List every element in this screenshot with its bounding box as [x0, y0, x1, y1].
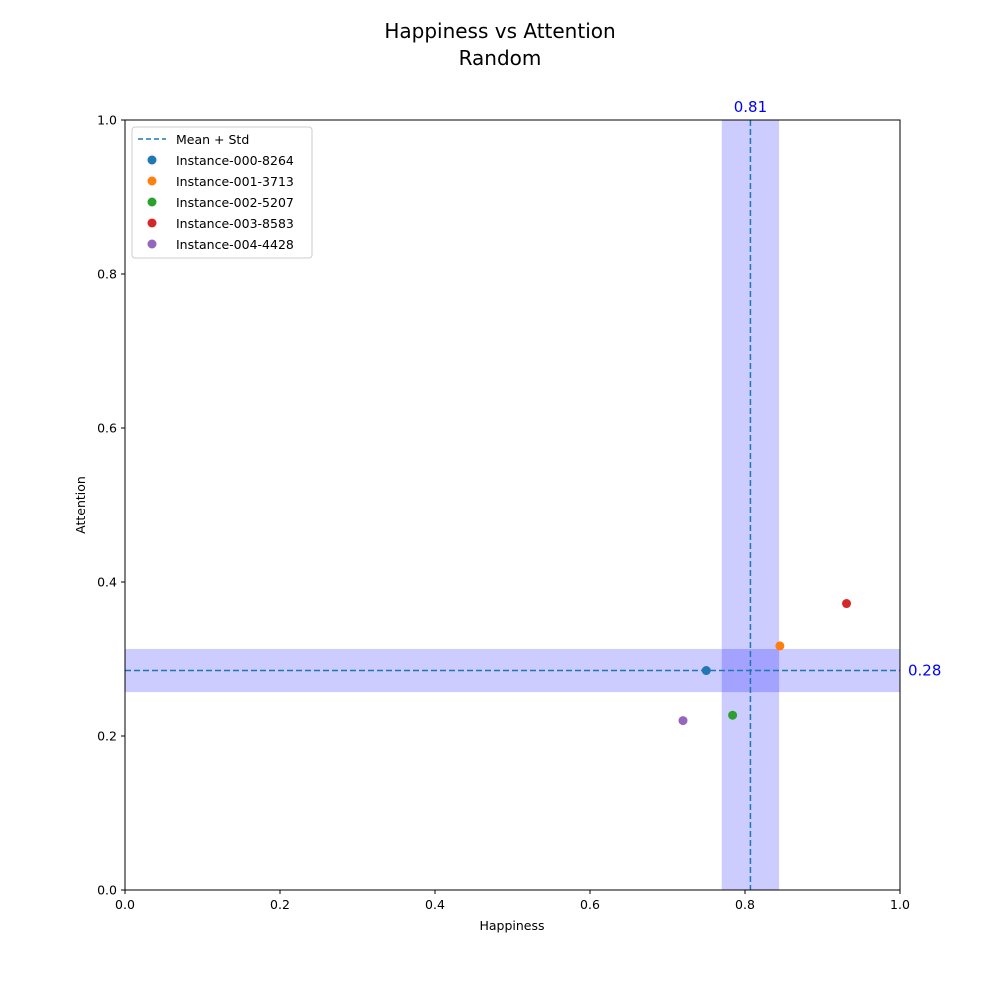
legend-label-mean: Mean + Std [176, 132, 249, 147]
y-tick-label: 0.2 [97, 729, 117, 744]
legend-marker-0 [147, 155, 157, 165]
x-tick-label: 0.8 [735, 897, 755, 912]
data-points [678, 599, 852, 726]
chart-title: Happiness vs Attention [384, 19, 615, 43]
data-point-1 [775, 641, 785, 651]
x-axis-label: Happiness [479, 918, 544, 933]
legend-marker-3 [147, 218, 157, 228]
legend-label-3: Instance-003-8583 [176, 216, 294, 231]
x-tick-label: 0.2 [270, 897, 290, 912]
legend-label-0: Instance-000-8264 [176, 153, 294, 168]
legend-marker-4 [147, 239, 157, 249]
mean-x-annotation: 0.81 [734, 98, 767, 116]
std-band-x [721, 120, 780, 890]
x-axis-ticks: 0.0 0.2 0.4 0.6 0.8 1.0 [115, 890, 910, 912]
chart-subtitle: Random [459, 46, 542, 70]
y-tick-label: 0.4 [97, 575, 117, 590]
plot-frame [124, 119, 901, 891]
legend-label-4: Instance-004-4428 [176, 237, 294, 252]
legend-box [131, 126, 313, 259]
y-tick-label: 0.8 [97, 267, 117, 282]
legend-marker-1 [147, 176, 157, 186]
legend-label-1: Instance-001-3713 [176, 174, 294, 189]
data-point-0 [701, 666, 711, 676]
y-tick-label: 0.0 [97, 883, 117, 898]
x-tick-label: 0.0 [115, 897, 135, 912]
mean-y-annotation: 0.28 [908, 662, 941, 680]
y-axis-label: Attention [73, 476, 88, 534]
legend-label-2: Instance-002-5207 [176, 195, 294, 210]
mean-lines [125, 120, 900, 890]
data-point-3 [842, 599, 852, 609]
y-axis-ticks: 0.0 0.2 0.4 0.6 0.8 1.0 [97, 113, 125, 898]
x-tick-label: 0.4 [425, 897, 445, 912]
x-tick-label: 1.0 [890, 897, 910, 912]
data-point-4 [678, 716, 688, 726]
y-tick-label: 0.6 [97, 421, 117, 436]
legend: Mean + Std Instance-000-8264 Instance-001… [131, 126, 313, 259]
y-tick-label: 1.0 [97, 113, 117, 128]
data-point-2 [728, 710, 738, 720]
x-tick-label: 0.6 [580, 897, 600, 912]
legend-marker-2 [147, 197, 157, 207]
